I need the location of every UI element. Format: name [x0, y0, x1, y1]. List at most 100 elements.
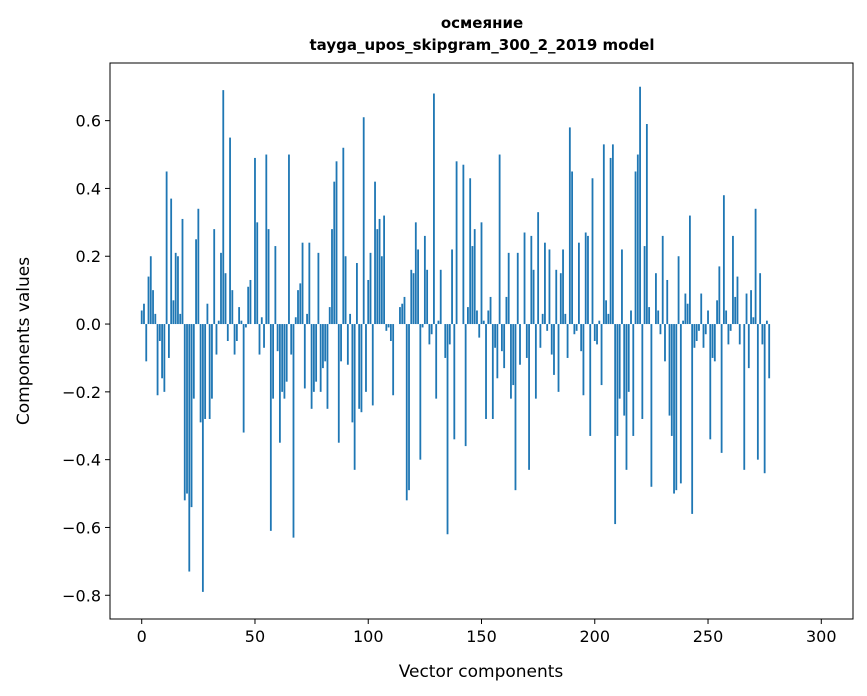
bar-225	[650, 324, 653, 487]
bar-78	[317, 252, 320, 325]
bar-34	[217, 320, 220, 325]
bar-82	[326, 324, 329, 409]
bar-199	[591, 178, 594, 325]
bar-126	[426, 269, 429, 325]
bar-253	[713, 324, 716, 362]
bar-50	[254, 157, 256, 325]
x-tick-label: 200	[579, 627, 610, 646]
bar-243	[691, 324, 694, 514]
bar-156	[494, 324, 496, 348]
bar-267	[745, 293, 748, 325]
bar-18	[181, 218, 184, 325]
bar-131	[437, 320, 440, 325]
bar-99	[365, 324, 367, 392]
bar-119	[410, 269, 413, 325]
bar-180	[548, 249, 551, 325]
bar-74	[308, 242, 311, 325]
bar-258	[725, 310, 728, 325]
bar-59	[274, 246, 277, 325]
bar-31	[211, 324, 213, 399]
bar-2	[145, 324, 148, 362]
bar-201	[596, 324, 598, 345]
y-tick-label: −0.4	[62, 451, 101, 470]
bar-70	[299, 283, 302, 325]
bar-235	[673, 324, 675, 494]
bar-32	[213, 229, 216, 325]
bar-158	[498, 154, 501, 325]
bar-271	[754, 208, 757, 325]
bar-270	[752, 317, 755, 325]
y-tick-label: −0.8	[62, 586, 101, 605]
bar-52	[258, 324, 261, 355]
bar-16	[177, 256, 179, 325]
bar-97	[360, 324, 363, 413]
bar-54	[263, 324, 265, 348]
bar-250	[707, 310, 709, 325]
bar-105	[378, 218, 381, 325]
bar-66	[290, 324, 293, 355]
bar-171	[528, 324, 530, 470]
bar-216	[630, 310, 632, 325]
bar-150	[480, 222, 483, 325]
bar-211	[618, 324, 621, 399]
bar-64	[285, 324, 288, 382]
bar-102	[371, 324, 374, 406]
x-tick-label: 150	[466, 627, 497, 646]
bar-79	[319, 324, 322, 392]
y-tick-label: 0.0	[76, 315, 101, 334]
bar-190	[571, 171, 574, 325]
bar-277	[768, 324, 771, 379]
bar-98	[362, 117, 365, 325]
bar-60	[276, 324, 279, 352]
bar-94	[353, 324, 356, 470]
bar-182	[553, 324, 555, 375]
chart-subtitle: tayga_upos_skipgram_300_2_2019 model	[310, 36, 655, 54]
bar-245	[695, 324, 698, 341]
bar-128	[430, 324, 433, 335]
bar-188	[566, 324, 569, 358]
bar-259	[727, 324, 730, 345]
x-tick-label: 100	[353, 627, 384, 646]
bar-71	[301, 242, 304, 325]
bar-69	[297, 290, 299, 325]
bar-174	[534, 324, 537, 399]
bar-215	[627, 324, 630, 392]
bar-145	[469, 178, 472, 325]
bar-236	[675, 324, 678, 491]
bar-24	[195, 239, 197, 325]
bar-20	[186, 324, 188, 494]
bar-33	[215, 324, 218, 355]
bar-176	[539, 324, 542, 348]
bar-274	[761, 324, 764, 345]
bar-269	[750, 290, 752, 325]
bar-240	[684, 293, 687, 325]
bar-129	[433, 93, 435, 325]
bar-56	[267, 229, 270, 325]
bar-144	[467, 307, 469, 325]
bar-223	[645, 124, 648, 325]
bar-257	[722, 195, 725, 325]
bar-135	[446, 324, 449, 535]
bar-130	[435, 324, 438, 399]
bar-5	[152, 290, 154, 325]
bar-206	[607, 313, 610, 325]
bar-93	[351, 324, 354, 423]
bar-12	[167, 324, 170, 358]
y-tick-label: 0.2	[76, 247, 101, 266]
bar-254	[716, 300, 718, 325]
bar-238	[679, 324, 682, 484]
bar-255	[718, 266, 721, 325]
bar-247	[700, 293, 703, 325]
bar-118	[408, 324, 410, 491]
bar-136	[448, 324, 451, 345]
bar-191	[573, 324, 576, 335]
bar-90	[344, 256, 347, 325]
bar-13	[170, 198, 173, 325]
bar-209	[614, 324, 617, 525]
bar-276	[766, 320, 768, 325]
bar-122	[417, 249, 419, 325]
bar-63	[283, 324, 286, 399]
bar-186	[562, 249, 564, 325]
bar-48	[249, 279, 252, 325]
bar-248	[702, 324, 705, 348]
